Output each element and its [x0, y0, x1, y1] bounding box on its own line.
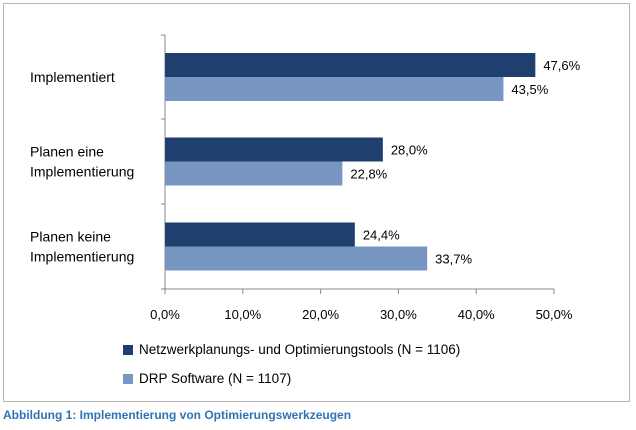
legend-swatch-netzwerk — [123, 344, 133, 355]
category-label-1-line-1: Implementierung — [30, 164, 134, 180]
legend-item-drp: DRP Software (N = 1107) — [123, 371, 291, 386]
data-label-s0-c0: 47,6% — [543, 58, 580, 73]
figure-caption: Abbildung 1: Implementierung von Optimie… — [3, 408, 352, 422]
x-tick-label-1: 10,0% — [224, 307, 261, 322]
x-tick-label-0: 0,0% — [150, 307, 180, 322]
data-label-s1-c2: 33,7% — [435, 252, 472, 267]
bar-s0-c2 — [165, 222, 355, 247]
x-tick-label-5: 50,0% — [536, 307, 573, 322]
category-label-1-line-0: Planen eine — [30, 144, 104, 160]
category-label-0-line-0: Implementiert — [30, 69, 115, 85]
bar-s1-c0 — [165, 77, 504, 101]
x-tick-label-3: 30,0% — [380, 307, 417, 322]
bar-s1-c2 — [165, 246, 428, 271]
bar-s1-c1 — [165, 161, 343, 186]
legend-item-netzwerk: Netzwerkplanungs- und Optimierungstools … — [123, 342, 460, 357]
legend-label-netzwerk: Netzwerkplanungs- und Optimierungstools … — [139, 342, 461, 357]
data-label-s0-c1: 28,0% — [391, 143, 428, 158]
data-label-s1-c1: 22,8% — [350, 167, 387, 182]
data-label-s0-c2: 24,4% — [363, 228, 400, 243]
data-label-s1-c0: 43,5% — [511, 82, 548, 97]
bar-s0-c0 — [165, 53, 536, 77]
legend-label-drp: DRP Software (N = 1107) — [139, 371, 292, 386]
bar-chart: 0,0% 10,0% 20,0% 30,0% 40,0% 50,0% 47,6% 43,5% I… — [30, 34, 581, 322]
category-label-2-line-0: Planen keine — [30, 229, 111, 245]
legend-swatch-drp — [123, 373, 133, 384]
x-tick-label-2: 20,0% — [302, 307, 339, 322]
category-label-2-line-1: Implementierung — [30, 249, 134, 265]
x-tick-label-4: 40,0% — [458, 307, 495, 322]
bar-s0-c1 — [165, 137, 383, 162]
